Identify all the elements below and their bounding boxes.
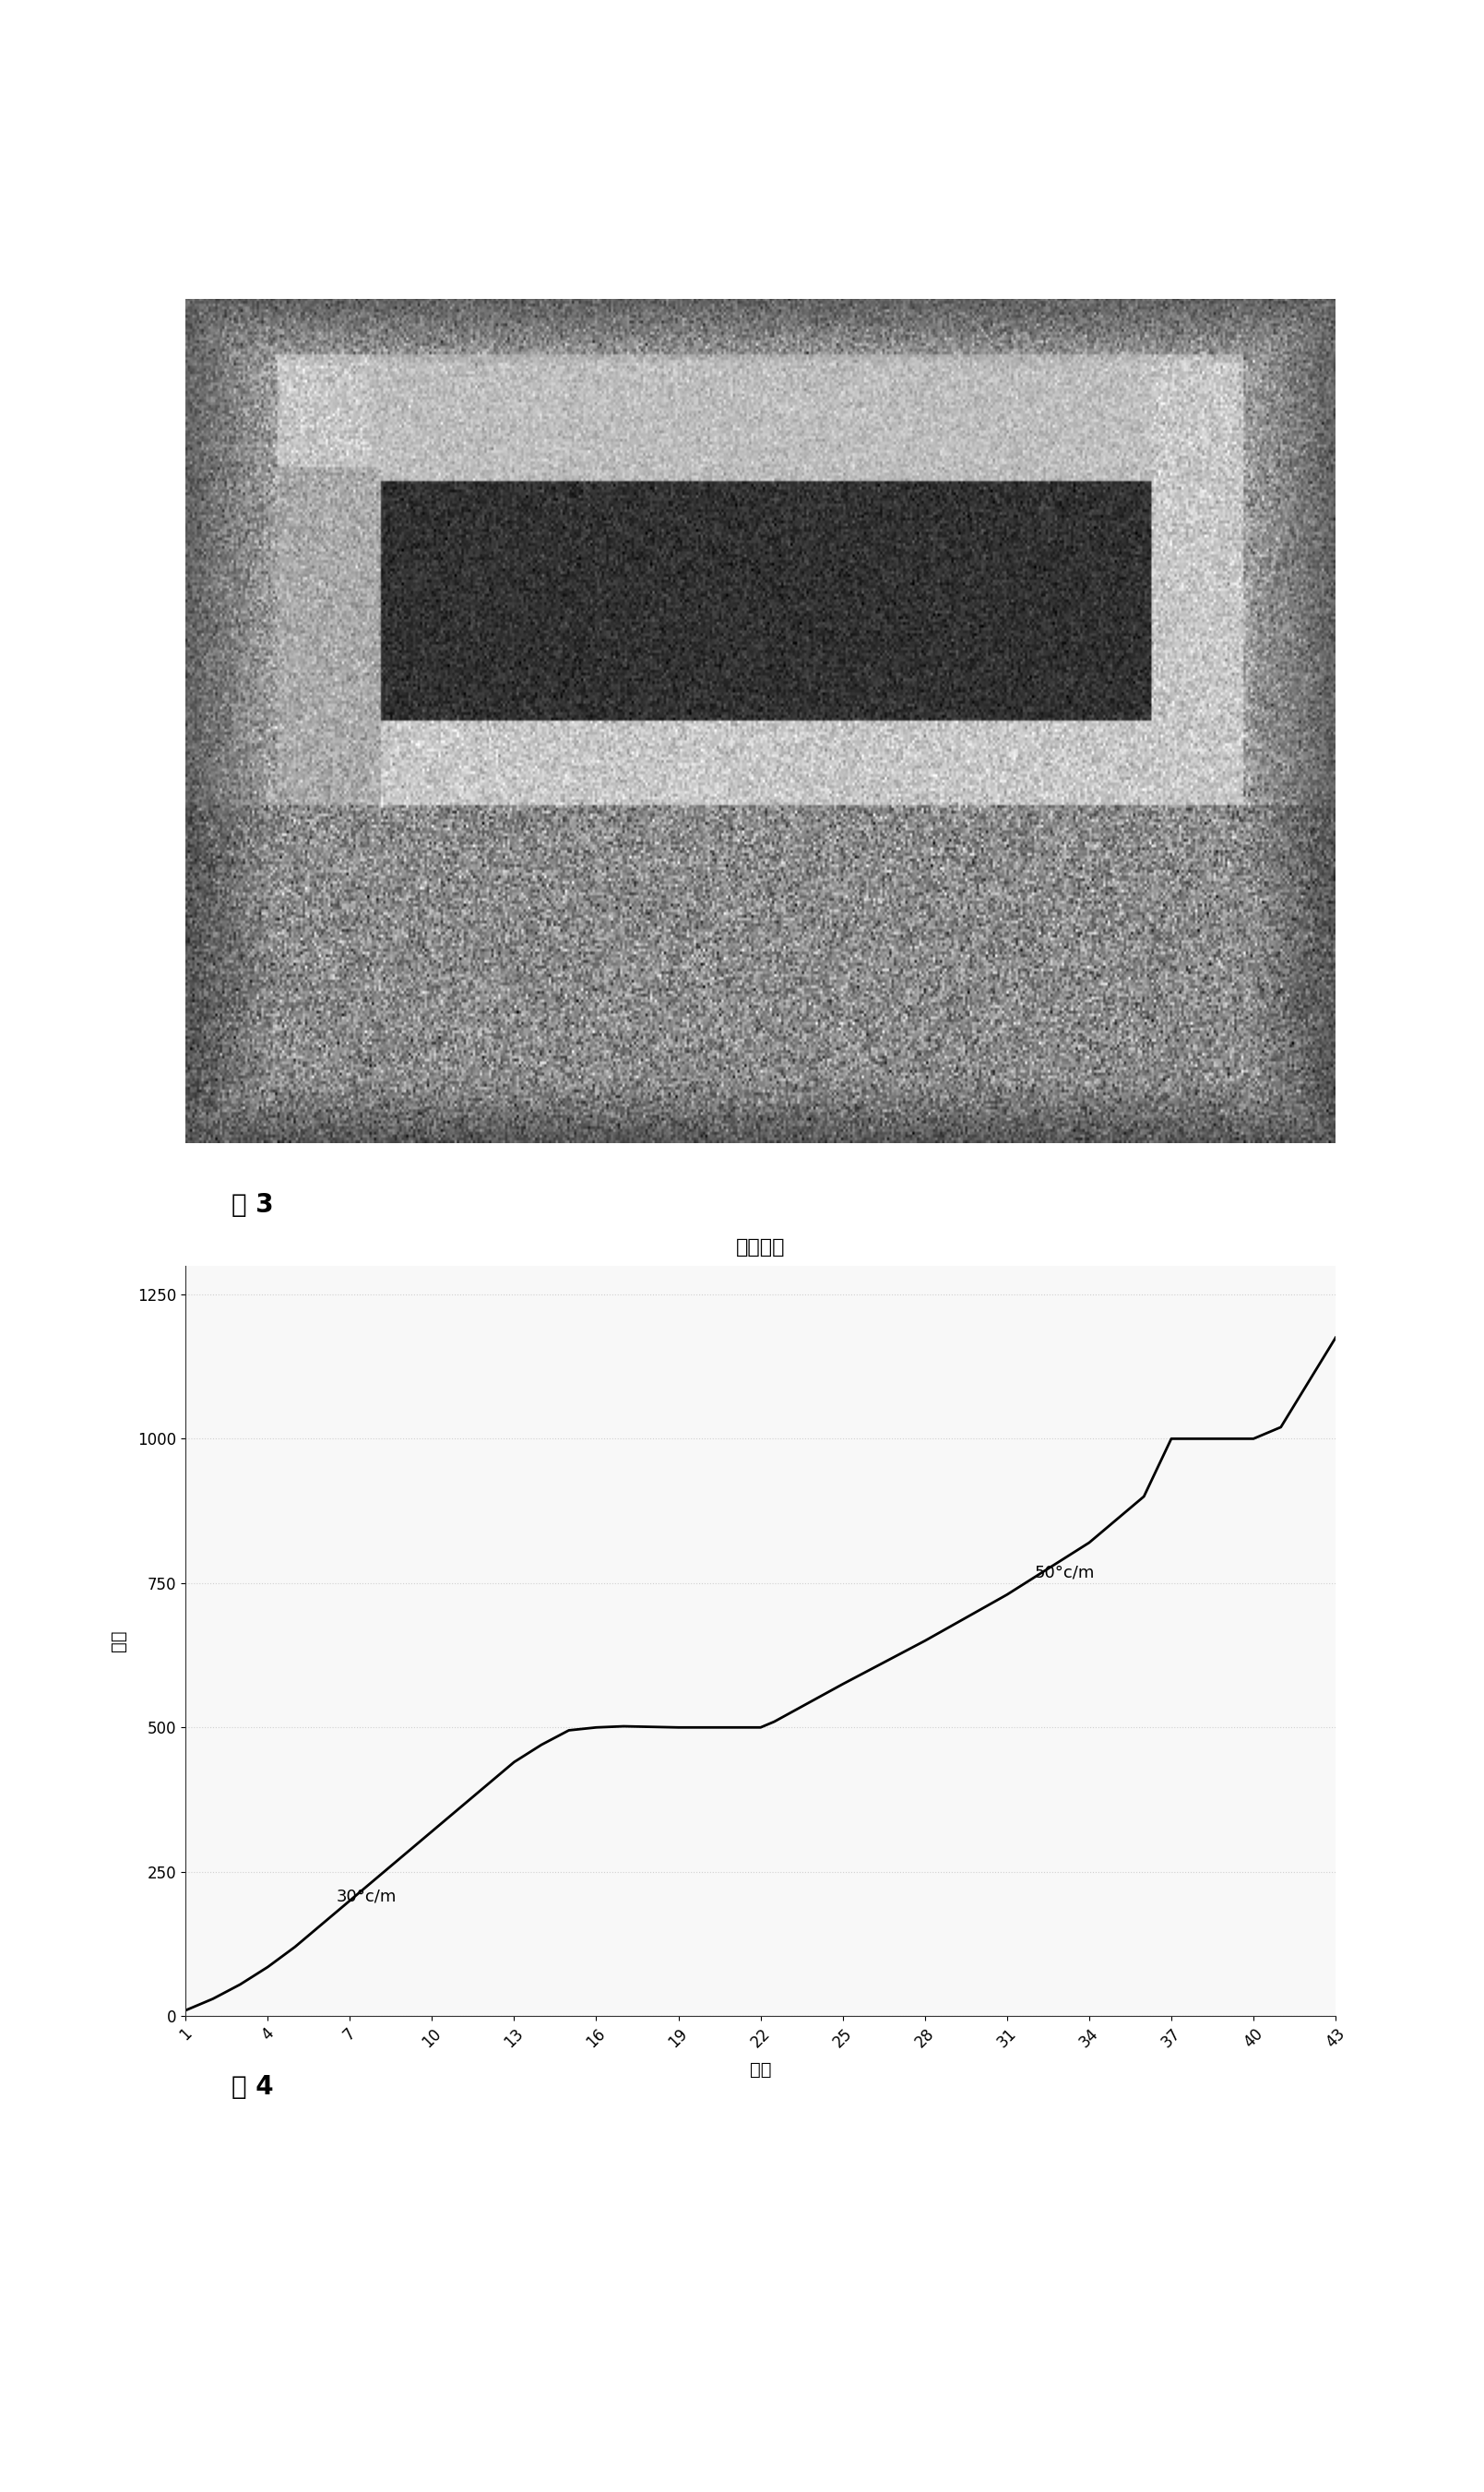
Text: 30°c/m: 30°c/m — [335, 1889, 396, 1904]
X-axis label: 时间: 时间 — [749, 2061, 772, 2078]
Text: 图 4: 图 4 — [232, 2073, 273, 2098]
Y-axis label: 温度: 温度 — [110, 1630, 128, 1652]
Text: 图 3: 图 3 — [232, 1191, 273, 1219]
Title: 加热速率: 加热速率 — [736, 1239, 785, 1256]
Text: 50°c/m: 50°c/m — [1034, 1565, 1095, 1580]
